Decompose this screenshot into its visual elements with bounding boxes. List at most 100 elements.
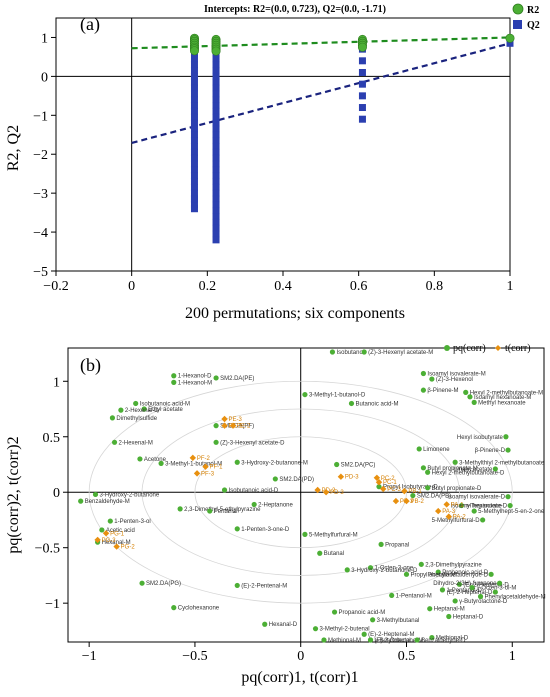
q2-point: [190, 177, 198, 185]
pq-point: [507, 502, 513, 509]
pq-point-label: Methional-D: [436, 636, 469, 642]
t-point: [189, 454, 197, 462]
q2-point: [190, 205, 198, 213]
t-point: [193, 470, 201, 477]
panel-a-xlabel: 200 permutations; six components: [185, 305, 405, 322]
q2-point: [212, 96, 220, 104]
pq-point: [367, 565, 374, 571]
pq-point-label: Phenylacetaldehyde-M: [485, 595, 546, 601]
pq-point: [262, 621, 268, 627]
panel-a-xtick-label: 1: [507, 279, 514, 294]
pq-point: [321, 637, 327, 643]
pq-point-label: Butanoic acid-M: [355, 401, 398, 407]
pq-point-label: 3-Methyl-1-butanol-D: [309, 393, 366, 399]
q2-point: [212, 230, 220, 238]
pq-point-label: 2-Heptanone: [258, 502, 293, 508]
pq-point: [118, 407, 124, 413]
q2-point: [212, 218, 220, 226]
legend-q2-marker: [513, 20, 522, 29]
q2-point: [212, 72, 220, 80]
pq-point-label: Acetone: [144, 457, 167, 463]
r2-point: [357, 42, 367, 52]
pq-point: [456, 581, 462, 587]
q2-point: [190, 131, 198, 139]
legend-q2-label: Q2: [527, 20, 540, 31]
q2-point: [190, 96, 198, 104]
pq-point-label: Hexanal-M: [102, 540, 131, 546]
panel-a-frame: [55, 17, 511, 272]
pq-point: [361, 631, 367, 637]
q2-point: [212, 142, 220, 150]
pq-point-label: 2,3-Dimethylpyrazine: [425, 562, 482, 568]
pq-point-label: Propanoic acid-M: [339, 610, 386, 616]
q2-point: [190, 154, 198, 162]
q2-point: [212, 172, 220, 180]
panel-a-xtick-label: 0: [128, 279, 135, 294]
t-point-label: PG-1: [110, 531, 125, 537]
pq-point: [171, 379, 177, 385]
q2-point: [212, 137, 220, 145]
q2-point: [190, 160, 198, 168]
pq-point: [370, 617, 376, 623]
pq-point: [213, 375, 219, 381]
q2-point: [212, 67, 220, 75]
pq-point: [234, 526, 240, 532]
pq-point: [425, 469, 431, 475]
q2-point: [212, 236, 220, 244]
legend-r2-label: R2: [527, 5, 539, 16]
pq-point-label: SM2.DA(PC): [341, 462, 376, 468]
pq-point-label: n-Terpinolene: [465, 504, 502, 510]
pq-point-label: (E)-2-Octenal: [375, 638, 411, 644]
t-point: [401, 487, 408, 495]
panel-a-label: (a): [80, 14, 100, 35]
q2-point: [190, 142, 198, 150]
t-point-label: PC-1: [383, 480, 397, 486]
panel-a-ytick-label: −3: [33, 187, 48, 202]
q2-point: [212, 207, 220, 215]
pq-point-label: Butyl propionate-M: [427, 466, 477, 472]
pq-point-label: Butanal: [324, 551, 344, 557]
t-point-label: PG-2: [121, 545, 136, 551]
pq-point-label: 5-Methylfurfural-M: [309, 532, 358, 538]
pq-point-label: Hexyl 2-methylbutanoate-D: [432, 470, 505, 476]
q2-point: [190, 119, 198, 127]
pq-point-label: 5-Methylhept-5-en-2-one: [478, 509, 545, 515]
q2-point: [212, 183, 220, 191]
pq-point-label: Methyl hexanoate: [478, 400, 526, 406]
r2-regression-line: [131, 36, 511, 50]
panel-a-ytick-label: −4: [33, 226, 48, 241]
pq-point: [107, 518, 113, 524]
panel-a-marks: [131, 33, 515, 244]
pq-point-label: 1-Penten-3-ol: [114, 519, 150, 525]
panel-b-xlabel: pq(corr)1, t(corr)1: [241, 669, 358, 686]
q2-point: [190, 78, 198, 86]
q2-point: [212, 107, 220, 115]
pq-point: [471, 399, 477, 405]
pq-point-label: (E)-2-Pentenal-M: [241, 583, 287, 589]
pq-point: [109, 415, 116, 421]
pq-point-label: Dimethylsulfide: [116, 416, 157, 422]
q2-point: [190, 189, 198, 197]
panel-b-ytick-label: −1: [45, 597, 60, 612]
t-point: [202, 463, 209, 470]
pq-point: [251, 501, 257, 508]
q2-point: [212, 166, 220, 174]
pq-point-label: 3-Methylthiyl 2-methylbutanoate: [459, 460, 545, 466]
t-point: [435, 507, 442, 515]
pq-point-label: Hexyl 2-methylbutanoate-M: [470, 390, 543, 396]
legend-pq-marker: [444, 345, 450, 351]
t-point-label: PD-2: [322, 488, 336, 494]
pq-point-label: Isoamyl isovalerate-D: [447, 495, 505, 501]
panel-a-xtick-label: 0.2: [199, 279, 217, 294]
panel-a-xtick-label: 0.6: [350, 279, 368, 294]
pq-point-label: 5-Methylfurfural-D: [432, 518, 481, 524]
pq-point-label: (Z)-3-Hexenol: [436, 377, 473, 383]
panel-a: Intercepts: R2=(0.0, 0.723), Q2=(0.0, -1…: [5, 3, 540, 322]
pq-point: [435, 569, 441, 575]
t-point-label: PA-1: [451, 502, 465, 508]
pq-point: [429, 634, 435, 641]
pq-point: [177, 506, 183, 512]
pq-point: [458, 502, 465, 509]
q2-point: [190, 137, 198, 145]
pq-point-label: Isobutanoic acid-M: [140, 401, 190, 407]
